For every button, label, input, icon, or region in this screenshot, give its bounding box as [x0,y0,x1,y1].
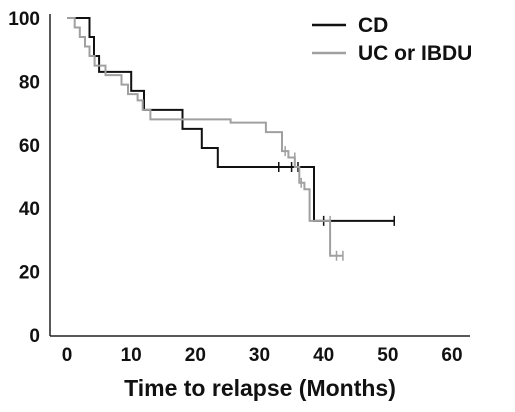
y-tick-label: 20 [19,263,40,284]
series-line-uc-or-ibdu [67,17,343,257]
legend: CD UC or IBDU [312,14,472,65]
x-tick-label: 50 [377,345,398,366]
y-tick-labels: 0 20 40 60 80 100 [8,9,40,347]
y-tick-label: 0 [29,326,40,347]
legend-label: UC or IBDU [358,42,472,65]
x-tick-label: 40 [313,345,334,366]
y-tick-label: 80 [19,72,40,93]
y-tick-label: 40 [19,199,40,220]
x-tick-label: 60 [441,345,462,366]
x-tick-label: 10 [121,345,142,366]
x-tick-labels: 0 10 20 30 40 50 60 [62,345,463,366]
x-tick-label: 30 [249,345,270,366]
y-tick-label: 100 [8,9,40,30]
x-tick-label: 20 [185,345,206,366]
axes [49,14,470,337]
y-tick-label: 60 [19,136,40,157]
series-line-cd [67,17,395,222]
x-axis-title: Time to relapse (Months) [124,375,396,401]
legend-label: CD [358,14,388,37]
x-tick-label: 0 [62,345,73,366]
series-layer [67,17,395,261]
